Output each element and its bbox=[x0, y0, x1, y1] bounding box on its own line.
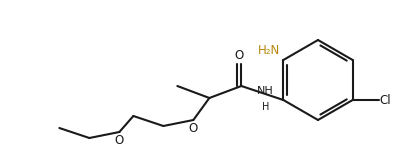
Text: H: H bbox=[261, 102, 269, 112]
Text: H₂N: H₂N bbox=[258, 44, 280, 57]
Text: O: O bbox=[235, 49, 244, 62]
Text: O: O bbox=[189, 122, 198, 135]
Text: NH: NH bbox=[257, 86, 274, 96]
Text: Cl: Cl bbox=[380, 93, 391, 107]
Text: O: O bbox=[115, 134, 124, 147]
